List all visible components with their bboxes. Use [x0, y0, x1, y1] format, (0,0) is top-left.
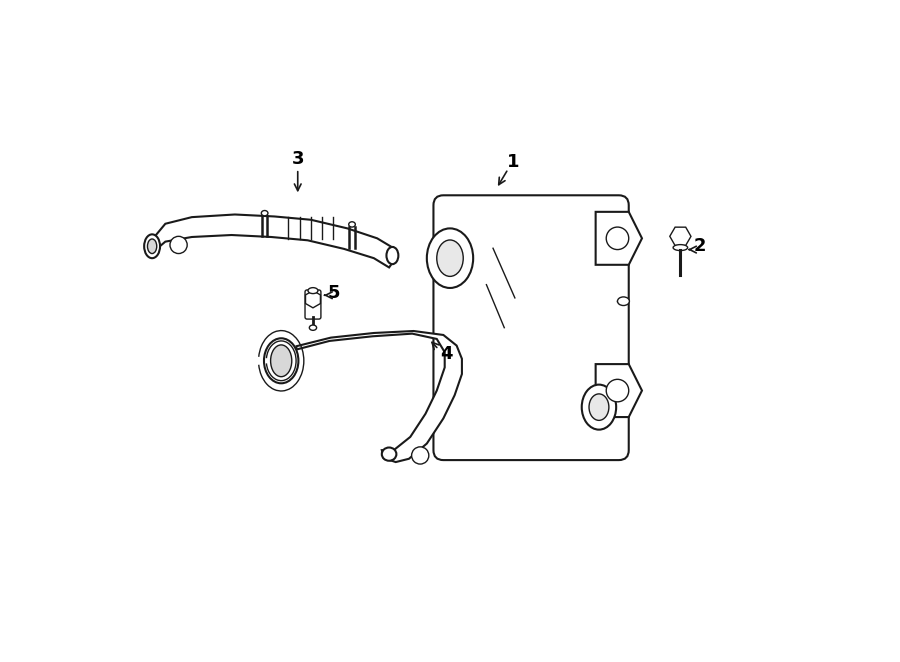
Ellipse shape — [308, 288, 318, 294]
Text: 2: 2 — [694, 237, 706, 256]
Polygon shape — [596, 364, 642, 417]
Ellipse shape — [144, 234, 160, 258]
Ellipse shape — [589, 394, 609, 420]
Ellipse shape — [261, 211, 268, 216]
Polygon shape — [596, 212, 642, 265]
Circle shape — [607, 379, 629, 402]
Ellipse shape — [436, 240, 464, 277]
Ellipse shape — [581, 385, 616, 430]
Ellipse shape — [617, 297, 629, 306]
FancyBboxPatch shape — [434, 195, 629, 460]
FancyBboxPatch shape — [305, 290, 321, 319]
Text: 4: 4 — [440, 345, 453, 363]
Circle shape — [170, 236, 187, 254]
Ellipse shape — [348, 222, 356, 227]
Ellipse shape — [427, 228, 473, 288]
Ellipse shape — [148, 239, 157, 254]
Ellipse shape — [310, 325, 317, 330]
Circle shape — [607, 227, 629, 250]
Text: 1: 1 — [507, 153, 519, 171]
Text: 3: 3 — [292, 150, 304, 168]
Ellipse shape — [382, 448, 396, 461]
Ellipse shape — [673, 245, 688, 251]
Polygon shape — [296, 331, 462, 462]
Ellipse shape — [264, 338, 299, 383]
Ellipse shape — [271, 345, 292, 377]
Circle shape — [411, 447, 428, 464]
Polygon shape — [152, 214, 396, 267]
Ellipse shape — [386, 247, 399, 264]
Text: 5: 5 — [328, 283, 340, 302]
